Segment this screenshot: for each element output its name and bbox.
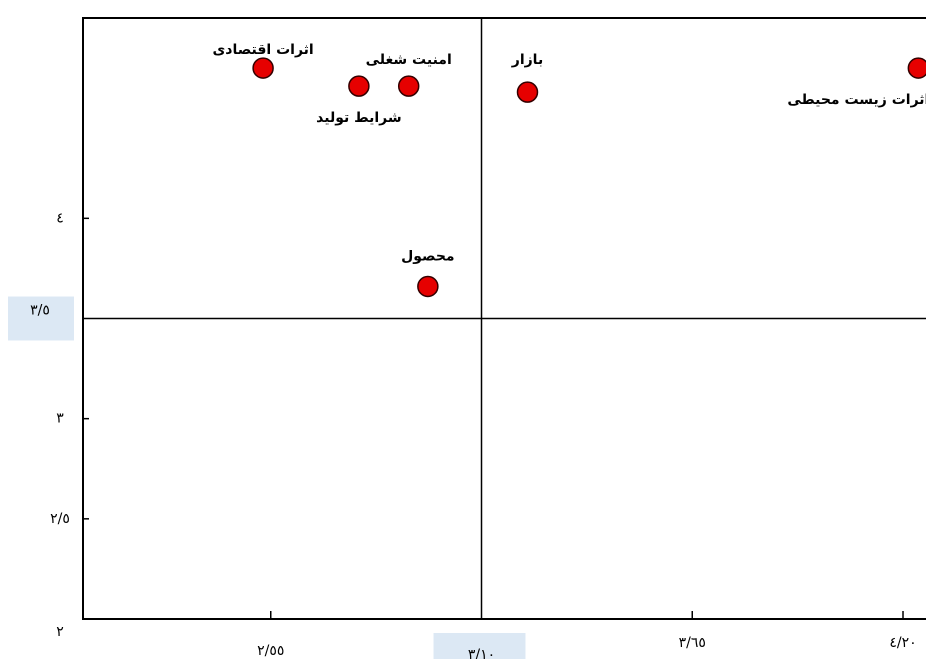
- point: [907, 57, 926, 79]
- x-mean-label: ٣/١٠: [468, 647, 495, 659]
- point-label: بازار: [511, 52, 543, 68]
- point: [516, 81, 539, 103]
- y-tick-label: ٢/٥: [50, 511, 70, 527]
- x-tick-label: ٣/٦٥: [679, 635, 706, 651]
- point-label: محصول: [401, 248, 454, 264]
- x-mean-highlight: [433, 633, 526, 659]
- point: [397, 75, 420, 97]
- point-label: شرایط تولید: [316, 110, 402, 126]
- point-label: اثرات اقتصادی: [212, 42, 313, 58]
- y-tick-label: ٤: [56, 210, 64, 226]
- point-label: امنیت شغلی: [366, 52, 452, 68]
- point: [417, 275, 439, 298]
- y-tick-label: ٣: [56, 411, 64, 427]
- point: [252, 57, 274, 79]
- point: [348, 75, 370, 97]
- x-tick-label: ٤/٢٠: [889, 635, 916, 651]
- y-mean-label: ٣/٥: [30, 303, 50, 319]
- y-mean-highlight: [8, 296, 74, 341]
- point-label: اثرات زیست محیطی: [787, 92, 926, 108]
- y-tick-label: ٢: [56, 624, 64, 640]
- x-tick-label: ٢/٥٥: [257, 643, 284, 659]
